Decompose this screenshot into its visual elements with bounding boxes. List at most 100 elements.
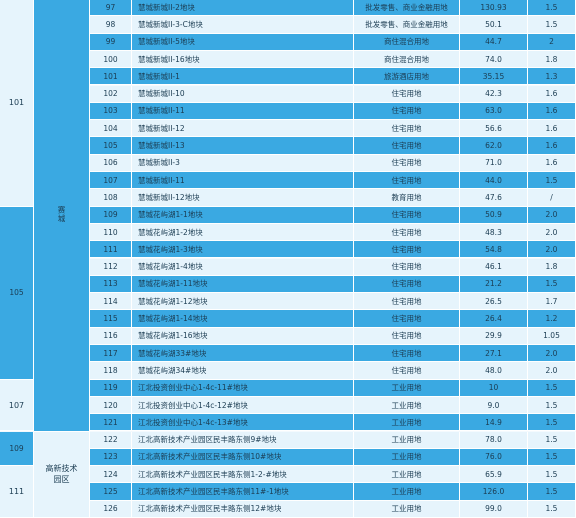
cell-name: 江北高新技术产业园区民丰路东侧10#地块 bbox=[132, 449, 354, 466]
cell-name: 慧城花屿湖1-11地块 bbox=[132, 276, 354, 293]
cell-use: 工业用地 bbox=[354, 466, 460, 483]
cell-use: 工业用地 bbox=[354, 432, 460, 449]
cell-use: 住宅用地 bbox=[354, 224, 460, 241]
cell-ratio: 1.5 bbox=[528, 0, 576, 16]
cell-name: 慧城新城II-12地块 bbox=[132, 189, 354, 206]
cell-name: 慧城新城II-12 bbox=[132, 120, 354, 137]
cell-area: 71.0 bbox=[460, 155, 528, 172]
cell-ratio: 2.0 bbox=[528, 241, 576, 258]
district-label: 高新技术 园区 bbox=[34, 432, 90, 518]
group-code: 109 bbox=[0, 432, 34, 467]
cell-name: 慧城新城II-13 bbox=[132, 137, 354, 154]
cell-no: 107 bbox=[90, 172, 132, 189]
cell-use: 住宅用地 bbox=[354, 259, 460, 276]
cell-no: 118 bbox=[90, 362, 132, 379]
cell-ratio: 1.5 bbox=[528, 466, 576, 483]
cell-no: 108 bbox=[90, 189, 132, 206]
cell-area: 21.2 bbox=[460, 276, 528, 293]
cell-use: 住宅用地 bbox=[354, 345, 460, 362]
cell-area: 63.0 bbox=[460, 103, 528, 120]
cell-area: 130.93 bbox=[460, 0, 528, 16]
cell-use: 工业用地 bbox=[354, 449, 460, 466]
cell-no: 99 bbox=[90, 34, 132, 51]
cell-ratio: 1.05 bbox=[528, 328, 576, 345]
cell-no: 124 bbox=[90, 466, 132, 483]
cell-area: 26.5 bbox=[460, 293, 528, 310]
cell-area: 62.0 bbox=[460, 137, 528, 154]
cell-ratio: 1.5 bbox=[528, 397, 576, 414]
cell-no: 122 bbox=[90, 432, 132, 449]
cell-area: 48.3 bbox=[460, 224, 528, 241]
cell-name: 慧城花屿湖1-3地块 bbox=[132, 241, 354, 258]
group-code: 101 bbox=[0, 0, 34, 207]
cell-name: 慧城花屿湖1-2地块 bbox=[132, 224, 354, 241]
cell-use: 住宅用地 bbox=[354, 120, 460, 137]
cell-ratio: 1.2 bbox=[528, 310, 576, 327]
cell-ratio: 1.8 bbox=[528, 259, 576, 276]
cell-use: 住宅用地 bbox=[354, 86, 460, 103]
cell-area: 26.4 bbox=[460, 310, 528, 327]
cell-ratio: 1.6 bbox=[528, 86, 576, 103]
cell-no: 114 bbox=[90, 293, 132, 310]
cell-area: 56.6 bbox=[460, 120, 528, 137]
cell-use: 住宅用地 bbox=[354, 207, 460, 224]
cell-ratio: 2.0 bbox=[528, 207, 576, 224]
cell-ratio: 1.8 bbox=[528, 51, 576, 68]
cell-area: 54.8 bbox=[460, 241, 528, 258]
cell-area: 46.1 bbox=[460, 259, 528, 276]
cell-area: 99.0 bbox=[460, 501, 528, 518]
cell-use: 住宅用地 bbox=[354, 276, 460, 293]
cell-name: 江北高新技术产业园区民丰路东侧1-2-#地块 bbox=[132, 466, 354, 483]
cell-ratio: 1.5 bbox=[528, 16, 576, 33]
cell-area: 44.0 bbox=[460, 172, 528, 189]
cell-ratio: 2.0 bbox=[528, 345, 576, 362]
cell-use: 住宅用地 bbox=[354, 172, 460, 189]
cell-area: 78.0 bbox=[460, 432, 528, 449]
cell-name: 慧城新城II-1 bbox=[132, 68, 354, 85]
cell-ratio: 1.5 bbox=[528, 501, 576, 518]
cell-ratio: 1.5 bbox=[528, 414, 576, 431]
group-code: 107 bbox=[0, 380, 34, 432]
cell-name: 慧城花屿湖34#地块 bbox=[132, 362, 354, 379]
cell-no: 119 bbox=[90, 380, 132, 397]
cell-name: 江北高新技术产业园区民丰路东侧12#地块 bbox=[132, 501, 354, 518]
cell-use: 批发零售、商业金融用地 bbox=[354, 16, 460, 33]
cell-name: 慧城花屿湖1-1地块 bbox=[132, 207, 354, 224]
cell-no: 120 bbox=[90, 397, 132, 414]
cell-use: 工业用地 bbox=[354, 397, 460, 414]
cell-ratio: 1.6 bbox=[528, 120, 576, 137]
cell-ratio: 1.3 bbox=[528, 68, 576, 85]
cell-no: 98 bbox=[90, 16, 132, 33]
cell-ratio: 1.6 bbox=[528, 137, 576, 154]
cell-area: 65.9 bbox=[460, 466, 528, 483]
cell-name: 慧城花屿湖1-4地块 bbox=[132, 259, 354, 276]
cell-no: 111 bbox=[90, 241, 132, 258]
cell-name: 慧城花屿湖1-12地块 bbox=[132, 293, 354, 310]
cell-no: 126 bbox=[90, 501, 132, 518]
cell-no: 100 bbox=[90, 51, 132, 68]
cell-use: 住宅用地 bbox=[354, 241, 460, 258]
cell-ratio: 1.7 bbox=[528, 293, 576, 310]
cell-name: 慧城新城II-2地块 bbox=[132, 0, 354, 16]
cell-name: 慧城新城II-3 bbox=[132, 155, 354, 172]
cell-no: 113 bbox=[90, 276, 132, 293]
district-label: 赛城 bbox=[34, 0, 90, 432]
cell-use: 住宅用地 bbox=[354, 293, 460, 310]
cell-use: 住宅用地 bbox=[354, 155, 460, 172]
cell-no: 117 bbox=[90, 345, 132, 362]
cell-name: 慧城新城II-11 bbox=[132, 103, 354, 120]
cell-use: 工业用地 bbox=[354, 483, 460, 500]
cell-use: 工业用地 bbox=[354, 501, 460, 518]
cell-area: 35.15 bbox=[460, 68, 528, 85]
cell-area: 50.9 bbox=[460, 207, 528, 224]
cell-ratio: 1.6 bbox=[528, 155, 576, 172]
cell-no: 105 bbox=[90, 137, 132, 154]
cell-no: 101 bbox=[90, 68, 132, 85]
cell-area: 74.0 bbox=[460, 51, 528, 68]
cell-ratio: 2.0 bbox=[528, 224, 576, 241]
cell-no: 121 bbox=[90, 414, 132, 431]
cell-use: 商住混合用地 bbox=[354, 51, 460, 68]
cell-area: 9.0 bbox=[460, 397, 528, 414]
cell-use: 教育用地 bbox=[354, 189, 460, 206]
